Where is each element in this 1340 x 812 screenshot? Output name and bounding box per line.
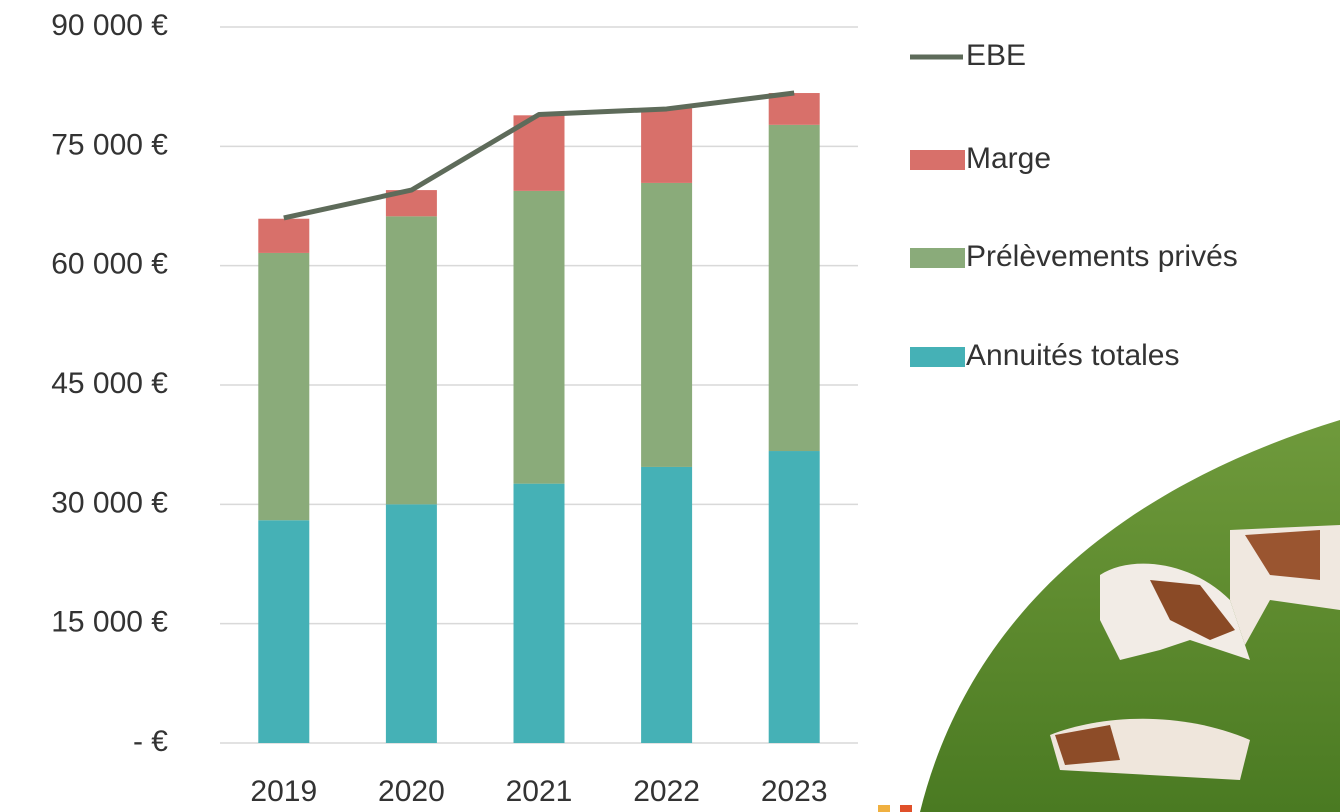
bar-segment — [513, 190, 565, 484]
y-tick-label: 15 000 € — [51, 606, 168, 639]
x-tick-label: 2022 — [633, 775, 700, 808]
line-series — [283, 90, 795, 221]
bar-segment — [258, 252, 310, 521]
legend-label: Prélèvements privés — [966, 240, 1238, 273]
bar-segment — [385, 504, 437, 743]
legend-label: Annuités totales — [966, 339, 1179, 372]
y-tick-label: 90 000 € — [51, 9, 168, 42]
y-tick-label: 30 000 € — [51, 486, 168, 519]
bar-segment — [768, 451, 820, 743]
bar-segment — [513, 483, 565, 743]
x-tick-label: 2023 — [761, 775, 828, 808]
y-tick-label: 45 000 € — [51, 367, 168, 400]
bar-segment — [641, 108, 693, 183]
x-tick-label: 2021 — [506, 775, 573, 808]
bar-segment — [385, 216, 437, 505]
bar-segment — [258, 520, 310, 743]
bar-segment — [258, 218, 310, 253]
legend-swatch — [910, 248, 965, 268]
legend-label: EBE — [966, 39, 1026, 72]
y-tick-label: 75 000 € — [51, 128, 168, 161]
x-tick-label: 2020 — [378, 775, 445, 808]
bar-segment — [768, 93, 820, 125]
y-tick-label: - € — [133, 725, 168, 758]
legend-swatch — [910, 150, 965, 170]
bar-segment — [513, 115, 565, 191]
bar-segment — [641, 182, 693, 467]
x-tick-label: 2019 — [250, 775, 317, 808]
bar-segment — [768, 124, 820, 452]
y-tick-label: 60 000 € — [51, 248, 168, 281]
legend-swatch — [910, 347, 965, 367]
bar-segment — [641, 466, 693, 743]
legend-label: Marge — [966, 142, 1051, 175]
photo — [878, 420, 1340, 812]
